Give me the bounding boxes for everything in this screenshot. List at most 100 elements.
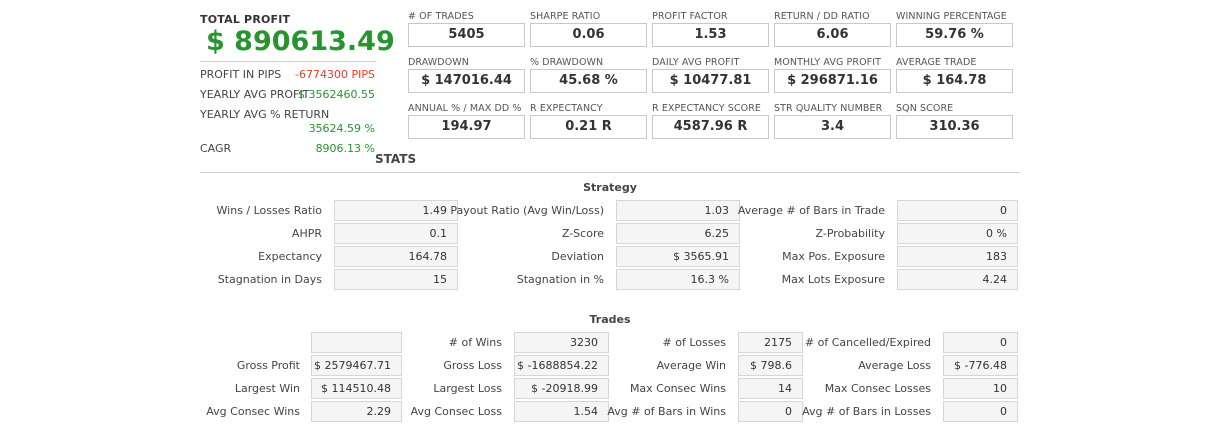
trades-value: 1.54 xyxy=(514,401,609,422)
trades-value: 3230 xyxy=(514,332,609,353)
trades-value: 0 xyxy=(943,401,1018,422)
metric-value: 45.68 % xyxy=(530,69,647,93)
metric-value: 0.06 xyxy=(530,23,647,47)
strategy-value: 1.03 xyxy=(616,200,740,221)
metric-value: 5405 xyxy=(408,23,525,47)
cagr-label: CAGR xyxy=(200,142,232,155)
trades-value: 2175 xyxy=(738,332,803,353)
cagr-value: 8906.13 % xyxy=(315,142,375,155)
summary-divider xyxy=(200,61,376,62)
metric-label: # OF TRADES xyxy=(408,11,474,22)
metric-label: DRAWDOWN xyxy=(408,57,469,68)
strategy-value: 0 % xyxy=(897,223,1018,244)
metric-value: 0.21 R xyxy=(530,115,647,139)
strategy-label: Max Lots Exposure xyxy=(781,273,885,286)
strategy-label: Wins / Losses Ratio xyxy=(216,204,322,217)
metric-value: 6.06 xyxy=(774,23,891,47)
metric-label: R EXPECTANCY SCORE xyxy=(652,103,761,114)
strategy-label: Stagnation in Days xyxy=(217,273,322,286)
strategy-label: Payout Ratio (Avg Win/Loss) xyxy=(450,204,604,217)
trades-label: Average Win xyxy=(656,359,726,372)
strategy-value: 4.24 xyxy=(897,269,1018,290)
strategy-label: Z-Probability xyxy=(815,227,885,240)
stats-divider xyxy=(200,172,1020,173)
trades-value: $ -776.48 xyxy=(943,355,1018,376)
strategy-value: $ 3565.91 xyxy=(616,246,740,267)
metric-value: $ 147016.44 xyxy=(408,69,525,93)
strategy-title: Strategy xyxy=(583,181,637,194)
strategy-label: Average # of Bars in Trade xyxy=(737,204,885,217)
metric-value: $ 10477.81 xyxy=(652,69,769,93)
yearly-avg-profit-label: YEARLY AVG PROFIT xyxy=(200,88,310,101)
yearly-avg-return-label: YEARLY AVG % RETURN xyxy=(200,108,330,121)
trades-value: $ 114510.48 xyxy=(311,378,402,399)
metric-value: 59.76 % xyxy=(896,23,1013,47)
yearly-avg-return-value: 35624.59 % xyxy=(308,122,375,135)
trades-value: $ 798.6 xyxy=(738,355,803,376)
trades-value: 0 xyxy=(738,401,803,422)
strategy-value: 6.25 xyxy=(616,223,740,244)
total-profit-value: $ 890613.49 xyxy=(206,26,395,57)
strategy-value: 15 xyxy=(334,269,458,290)
metric-label: R EXPECTANCY xyxy=(530,103,603,114)
strategy-value: 183 xyxy=(897,246,1018,267)
metric-label: SQN SCORE xyxy=(896,103,954,114)
metric-label: STR QUALITY NUMBER xyxy=(774,103,883,114)
trades-label: Max Consec Losses xyxy=(824,382,931,395)
strategy-label: Expectancy xyxy=(258,250,322,263)
yearly-avg-profit-value: $ 3562460.55 xyxy=(298,88,375,101)
metric-label: MONTHLY AVG PROFIT xyxy=(774,57,882,68)
metric-value: $ 296871.16 xyxy=(774,69,891,93)
trades-value: 2.29 xyxy=(311,401,402,422)
strategy-value: 0 xyxy=(897,200,1018,221)
trades-label: Largest Win xyxy=(234,382,300,395)
metric-value: 310.36 xyxy=(896,115,1013,139)
metric-label: WINNING PERCENTAGE xyxy=(896,11,1007,22)
trades-label: Largest Loss xyxy=(433,382,502,395)
trades-label: Max Consec Wins xyxy=(629,382,726,395)
trades-label: # of Cancelled/Expired xyxy=(804,336,931,349)
strategy-label: Z-Score xyxy=(561,227,604,240)
metric-label: % DRAWDOWN xyxy=(530,57,604,68)
metric-label: RETURN / DD RATIO xyxy=(774,11,870,22)
profit-in-pips-value: -6774300 PIPS xyxy=(295,68,375,81)
strategy-value: 164.78 xyxy=(334,246,458,267)
trades-label: Gross Profit xyxy=(236,359,300,372)
trades-label: # of Wins xyxy=(448,336,502,349)
metric-value: 4587.96 R xyxy=(652,115,769,139)
metric-value: 1.53 xyxy=(652,23,769,47)
trades-value: 0 xyxy=(943,332,1018,353)
trades-value: $ 2579467.71 xyxy=(311,355,402,376)
metric-label: PROFIT FACTOR xyxy=(652,11,728,22)
metric-value: 194.97 xyxy=(408,115,525,139)
trades-title: Trades xyxy=(589,313,631,326)
trades-label: Avg # of Bars in Wins xyxy=(607,405,726,418)
metric-label: SHARPE RATIO xyxy=(530,11,601,22)
trades-value: $ -1688854.22 xyxy=(514,355,609,376)
metric-value: $ 164.78 xyxy=(896,69,1013,93)
trades-label: # of Losses xyxy=(662,336,726,349)
trades-value: 14 xyxy=(738,378,803,399)
metric-label: ANNUAL % / MAX DD % xyxy=(408,103,522,114)
trades-label: Avg Consec Loss xyxy=(410,405,502,418)
strategy-label: Max Pos. Exposure xyxy=(782,250,885,263)
trades-value xyxy=(311,332,402,353)
strategy-label: AHPR xyxy=(291,227,322,240)
trades-label: Avg # of Bars in Losses xyxy=(802,405,931,418)
trades-value: $ -20918.99 xyxy=(514,378,609,399)
trades-label: Average Loss xyxy=(858,359,931,372)
strategy-value: 16.3 % xyxy=(616,269,740,290)
strategy-value: 0.1 xyxy=(334,223,458,244)
trades-label: Avg Consec Wins xyxy=(206,405,300,418)
strategy-value: 1.49 xyxy=(334,200,458,221)
trades-value: 10 xyxy=(943,378,1018,399)
stats-title: STATS xyxy=(375,152,417,166)
metric-label: DAILY AVG PROFIT xyxy=(652,57,740,68)
strategy-label: Stagnation in % xyxy=(516,273,604,286)
metric-value: 3.4 xyxy=(774,115,891,139)
strategy-label: Deviation xyxy=(551,250,604,263)
metric-label: AVERAGE TRADE xyxy=(896,57,977,68)
trades-label: Gross Loss xyxy=(443,359,502,372)
total-profit-label: TOTAL PROFIT xyxy=(200,13,291,26)
profit-in-pips-label: PROFIT IN PIPS xyxy=(200,68,282,81)
